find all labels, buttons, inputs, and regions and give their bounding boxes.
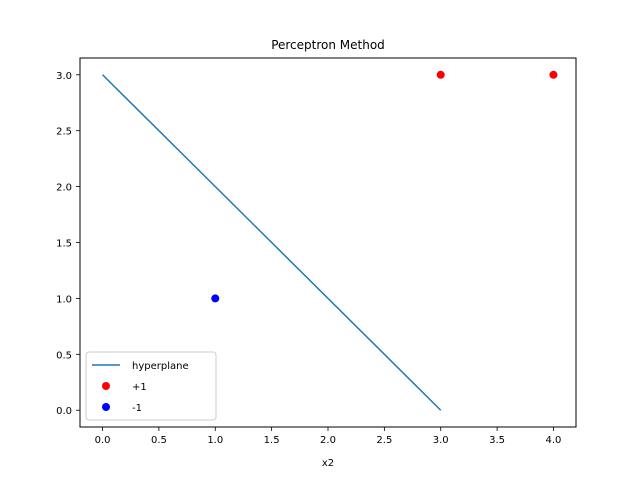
data-point-series-2-0 bbox=[211, 294, 220, 303]
x-tick-label: 0.0 bbox=[95, 435, 111, 446]
x-axis-label: x2 bbox=[322, 458, 334, 469]
x-tick-label: 3.0 bbox=[433, 435, 449, 446]
x-tick-label: 3.5 bbox=[489, 435, 505, 446]
plot-area bbox=[102, 70, 558, 411]
legend-box bbox=[85, 351, 217, 421]
data-point-series-1-0 bbox=[436, 70, 445, 79]
y-tick-label: 0.5 bbox=[56, 350, 72, 361]
legend-label: -1 bbox=[132, 403, 142, 414]
chart-title: Perceptron Method bbox=[271, 38, 385, 52]
y-tick-label: 1.0 bbox=[56, 294, 72, 305]
y-tick-label: 3.0 bbox=[56, 71, 72, 82]
y-tick-label: 2.0 bbox=[56, 183, 72, 194]
series-line-hyperplane bbox=[102, 74, 442, 411]
data-point-series-1-1 bbox=[549, 70, 558, 79]
legend-swatch-marker bbox=[102, 403, 110, 411]
y-tick-label: 2.5 bbox=[56, 127, 72, 138]
legend-label: +1 bbox=[132, 382, 147, 393]
legend: hyperplane +1 -1 bbox=[85, 351, 217, 421]
x-tick-label: 2.0 bbox=[320, 435, 336, 446]
x-tick-label: 0.5 bbox=[151, 435, 167, 446]
x-tick-label: 4.0 bbox=[546, 435, 562, 446]
x-tick-label: 2.5 bbox=[376, 435, 392, 446]
legend-swatch-marker bbox=[102, 382, 110, 390]
x-tick-label: 1.5 bbox=[264, 435, 280, 446]
legend-label: hyperplane bbox=[132, 361, 189, 372]
y-tick-label: 1.5 bbox=[56, 239, 72, 250]
axis-ticks: 0.0 0.5 1.0 1.5 2.0 2.5 3.0 3.5 4.0 0.0 0.5 1.0 1.5 2… bbox=[56, 71, 561, 446]
y-tick-label: 0.0 bbox=[56, 406, 72, 417]
x-tick-label: 1.0 bbox=[207, 435, 223, 446]
